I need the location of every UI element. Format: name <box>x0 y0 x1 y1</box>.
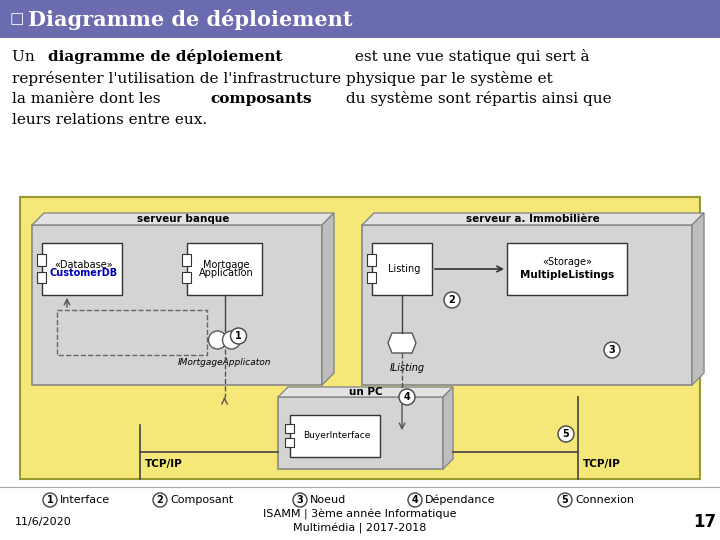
Polygon shape <box>692 213 704 385</box>
Text: Listing: Listing <box>388 264 420 274</box>
Circle shape <box>293 493 307 507</box>
Bar <box>290 415 380 457</box>
Bar <box>187 243 262 295</box>
Text: □: □ <box>10 11 24 26</box>
Text: représenter l'utilisation de l'infrastructure physique par le système et: représenter l'utilisation de l'infrastru… <box>12 71 553 85</box>
Text: Composant: Composant <box>170 495 233 505</box>
Text: Noeud: Noeud <box>310 495 346 505</box>
Text: Mortgage: Mortgage <box>203 260 250 269</box>
Circle shape <box>230 328 246 344</box>
Bar <box>366 272 376 283</box>
Text: TCP/IP: TCP/IP <box>145 459 183 469</box>
Circle shape <box>399 389 415 405</box>
Polygon shape <box>322 213 334 385</box>
Text: «Storage»: «Storage» <box>542 257 592 267</box>
Text: «Database»: «Database» <box>55 260 113 269</box>
Bar <box>366 254 376 266</box>
Polygon shape <box>278 387 453 397</box>
Text: CustomerDB: CustomerDB <box>50 268 118 279</box>
Text: Diagramme de déploiement: Diagramme de déploiement <box>28 9 353 30</box>
Circle shape <box>604 342 620 358</box>
Circle shape <box>408 493 422 507</box>
Bar <box>181 254 191 266</box>
Text: Application: Application <box>199 268 254 279</box>
Text: Dépendance: Dépendance <box>425 495 495 505</box>
Text: 4: 4 <box>412 495 418 505</box>
Bar <box>57 310 207 355</box>
Bar <box>362 225 692 385</box>
Text: 11/6/2020: 11/6/2020 <box>15 517 72 527</box>
Circle shape <box>558 426 574 442</box>
Text: diagramme de déploiement: diagramme de déploiement <box>48 50 282 64</box>
Text: Un: Un <box>12 50 40 64</box>
Polygon shape <box>32 213 334 225</box>
Text: serveur a. Immobilière: serveur a. Immobilière <box>466 214 600 224</box>
Text: 3: 3 <box>297 495 303 505</box>
Text: est une vue statique qui sert à: est une vue statique qui sert à <box>350 50 590 64</box>
Bar <box>278 397 443 469</box>
Text: 1: 1 <box>47 495 53 505</box>
Text: 3: 3 <box>608 345 616 355</box>
Text: leurs relations entre eux.: leurs relations entre eux. <box>12 113 207 127</box>
Polygon shape <box>362 213 704 225</box>
Circle shape <box>444 292 460 308</box>
Text: un PC: un PC <box>348 387 382 397</box>
Polygon shape <box>388 333 416 353</box>
Text: 1: 1 <box>235 331 242 341</box>
Circle shape <box>558 493 572 507</box>
Bar <box>0 0 720 38</box>
Text: composants: composants <box>210 92 312 106</box>
Text: 17: 17 <box>693 513 716 531</box>
Text: BuyerInterface: BuyerInterface <box>303 431 371 441</box>
Text: ISAMM | 3ème année Informatique: ISAMM | 3ème année Informatique <box>264 510 456 521</box>
Text: Interface: Interface <box>60 495 110 505</box>
Bar <box>507 243 627 295</box>
Bar <box>284 438 294 447</box>
Circle shape <box>222 331 240 349</box>
Text: 4: 4 <box>404 392 410 402</box>
Text: Connexion: Connexion <box>575 495 634 505</box>
Text: 2: 2 <box>449 295 455 305</box>
Bar <box>32 225 322 385</box>
Text: MultipleListings: MultipleListings <box>520 270 614 280</box>
Text: Multimédia | 2017-2018: Multimédia | 2017-2018 <box>293 523 427 535</box>
Text: TCP/IP: TCP/IP <box>583 459 621 469</box>
Text: IListing: IListing <box>390 363 425 373</box>
Bar <box>20 197 700 479</box>
Text: IMortgageApplicaton: IMortgageApplicaton <box>178 358 271 367</box>
Bar <box>181 272 191 283</box>
Text: 5: 5 <box>562 495 568 505</box>
Text: du système sont répartis ainsi que: du système sont répartis ainsi que <box>341 91 612 106</box>
Circle shape <box>43 493 57 507</box>
Text: la manière dont les: la manière dont les <box>12 92 166 106</box>
Bar <box>284 424 294 434</box>
Bar <box>42 243 122 295</box>
Text: 5: 5 <box>562 429 570 439</box>
Circle shape <box>153 493 167 507</box>
Bar <box>372 243 432 295</box>
Bar <box>37 272 45 283</box>
Circle shape <box>209 331 227 349</box>
Text: 2: 2 <box>157 495 163 505</box>
Polygon shape <box>443 387 453 469</box>
Text: serveur banque: serveur banque <box>137 214 229 224</box>
Bar <box>37 254 45 266</box>
